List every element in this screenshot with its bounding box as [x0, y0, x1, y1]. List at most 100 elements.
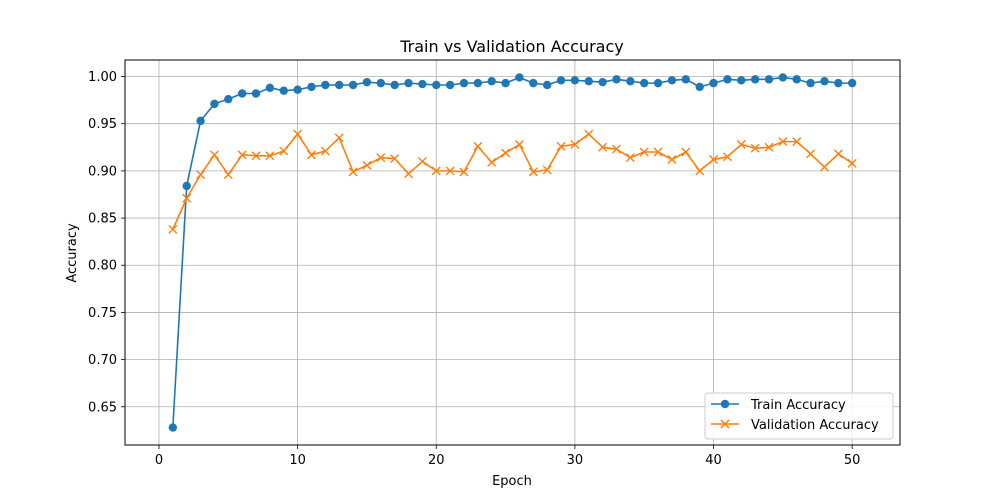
validation-point	[792, 137, 802, 147]
train-point	[626, 77, 635, 86]
train-point	[792, 75, 801, 84]
train-point	[445, 80, 455, 90]
series-validation	[168, 129, 857, 234]
validation-line	[172, 133, 853, 230]
train-point	[404, 78, 413, 88]
train-point	[695, 82, 704, 92]
validation-point	[598, 142, 608, 152]
legend-train-label: Train Accuracy	[750, 398, 846, 413]
validation-point	[487, 157, 497, 167]
validation-point	[750, 143, 760, 153]
x-tick-label: 20	[428, 453, 445, 468]
train-point	[487, 77, 496, 86]
validation-point	[265, 151, 275, 161]
train-point	[279, 86, 288, 95]
train-point	[418, 79, 427, 89]
train-point	[473, 78, 483, 88]
validation-point	[514, 139, 524, 149]
x-axis-title: Epoch	[492, 474, 532, 489]
validation-point	[611, 144, 621, 154]
train-point	[778, 73, 788, 82]
validation-point	[778, 137, 788, 147]
validation-point	[334, 133, 344, 143]
validation-point	[209, 150, 219, 160]
validation-point	[625, 153, 635, 163]
train-point	[376, 78, 385, 88]
train-point	[806, 78, 815, 88]
train-point	[224, 94, 233, 104]
train-point	[432, 80, 441, 90]
validation-point	[542, 165, 552, 175]
train-point	[681, 75, 691, 84]
train-point	[723, 75, 732, 84]
y-tick-label: 0.80	[88, 259, 117, 274]
validation-point	[722, 152, 732, 162]
validation-point	[459, 167, 469, 177]
validation-point	[320, 146, 330, 156]
x-tick-label: 40	[705, 453, 722, 468]
validation-point	[556, 141, 566, 151]
validation-point	[168, 224, 178, 234]
validation-point	[293, 129, 303, 139]
y-tick-label: 0.95	[88, 117, 117, 132]
legend-train-marker	[720, 399, 730, 409]
grid	[125, 60, 900, 445]
validation-point	[695, 166, 705, 176]
train-point	[237, 89, 247, 98]
y-tick-label: 0.85	[88, 212, 117, 227]
train-point	[529, 78, 538, 88]
y-tick-label: 0.70	[88, 353, 117, 368]
validation-point	[237, 150, 247, 160]
y-tick-label: 1.00	[88, 70, 117, 85]
legend-box	[704, 392, 894, 440]
legend-validation-marker	[720, 419, 730, 429]
validation-point	[667, 155, 677, 165]
validation-point	[196, 170, 206, 180]
train-point	[820, 77, 829, 86]
x-tick-label: 0	[155, 453, 163, 468]
validation-point	[639, 147, 649, 157]
train-point	[321, 80, 330, 90]
validation-point	[681, 147, 691, 157]
plot-frame	[124, 59, 901, 446]
train-point	[612, 75, 621, 84]
train-point	[598, 77, 607, 87]
train-point	[390, 80, 399, 90]
legend: Train Accuracy Validation Accuracy	[704, 392, 894, 440]
train-line	[172, 76, 853, 428]
validation-point	[223, 170, 233, 180]
train-point	[182, 181, 191, 191]
series-train	[168, 73, 857, 432]
validation-point	[348, 167, 358, 177]
validation-point	[570, 139, 580, 149]
train-point	[293, 85, 302, 94]
validation-point	[819, 162, 829, 172]
validation-point	[182, 193, 192, 203]
train-point	[737, 76, 746, 85]
train-point	[501, 78, 510, 88]
train-point	[515, 73, 524, 82]
train-point	[764, 75, 774, 84]
train-point	[709, 78, 718, 88]
validation-point	[390, 154, 400, 164]
train-point	[847, 78, 857, 88]
train-point	[584, 77, 593, 86]
train-point	[667, 76, 677, 85]
train-point	[556, 76, 566, 85]
validation-point	[584, 129, 594, 139]
validation-point	[279, 146, 289, 156]
train-point	[640, 78, 649, 88]
train-point	[265, 83, 275, 93]
train-point	[750, 75, 760, 84]
validation-point	[501, 148, 511, 158]
x-tick-label: 30	[567, 453, 584, 468]
train-point	[653, 78, 663, 88]
y-tick-label: 0.90	[88, 164, 117, 179]
validation-point	[528, 167, 538, 177]
validation-point	[847, 158, 857, 168]
train-point	[210, 99, 219, 109]
validation-point	[417, 156, 427, 166]
train-point	[168, 423, 178, 432]
legend-validation-label: Validation Accuracy	[751, 418, 879, 433]
train-point	[542, 80, 552, 90]
